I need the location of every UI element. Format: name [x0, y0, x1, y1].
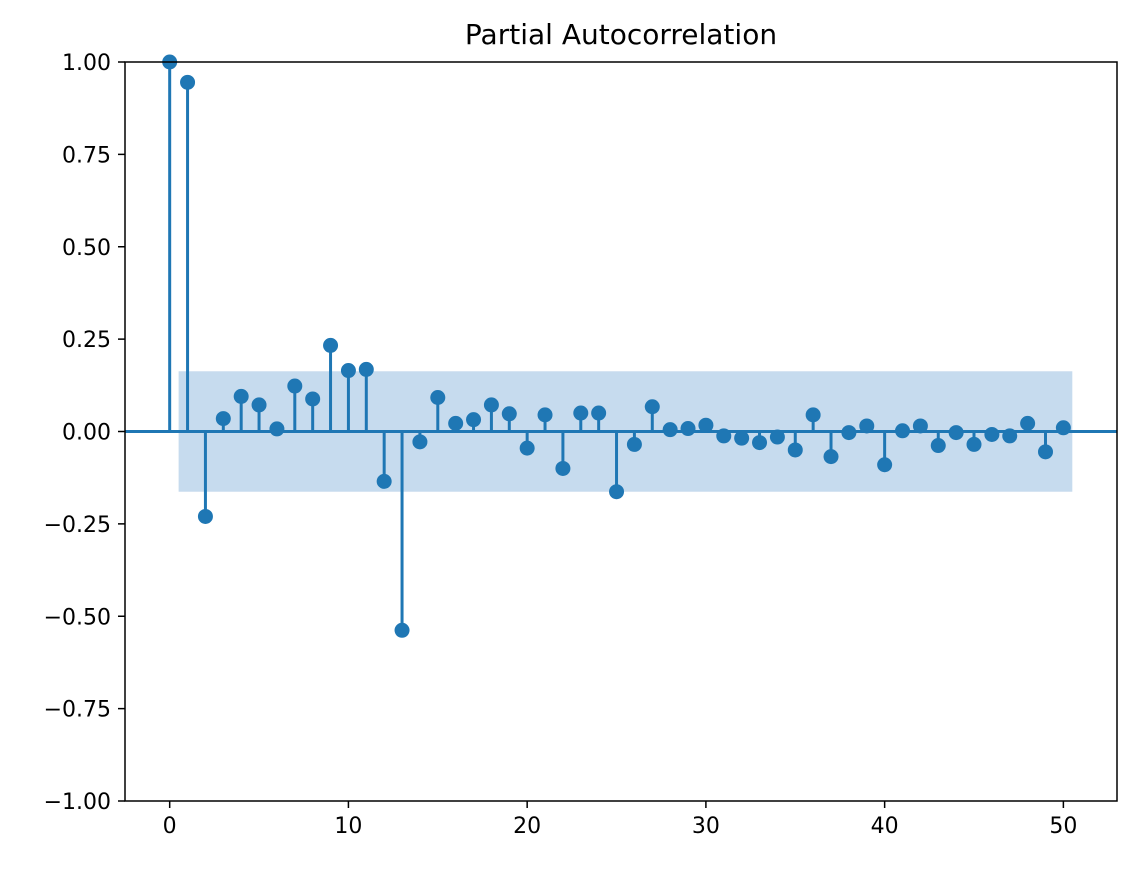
- stem-marker: [966, 436, 982, 452]
- stem-marker: [394, 622, 410, 638]
- stem-marker: [412, 434, 428, 450]
- stem-marker: [769, 429, 785, 445]
- stem-marker: [555, 460, 571, 476]
- y-tick-label: 0.50: [62, 236, 111, 261]
- stem-marker: [823, 449, 839, 465]
- stem-marker: [877, 457, 893, 473]
- y-tick-label: 0.25: [62, 328, 111, 353]
- x-tick-label: 30: [692, 814, 720, 839]
- x-axis: 0 10 20 30 40 50: [163, 801, 1077, 839]
- stem-marker: [859, 418, 875, 434]
- stem-marker: [448, 415, 464, 431]
- stem-marker: [912, 418, 928, 434]
- stem-marker: [466, 412, 482, 428]
- stem-marker: [984, 426, 1000, 442]
- stem-marker: [501, 406, 517, 422]
- stem-marker: [1020, 415, 1036, 431]
- stem-marker: [626, 436, 642, 452]
- stem-marker: [323, 337, 339, 353]
- stem-marker: [752, 435, 768, 451]
- y-tick-label: 0.75: [62, 143, 111, 168]
- stem-marker: [269, 421, 285, 437]
- stem-marker: [895, 423, 911, 439]
- stem-marker: [376, 473, 392, 489]
- stem-marker: [305, 391, 321, 407]
- x-tick-label: 40: [871, 814, 899, 839]
- stem-marker: [1038, 444, 1054, 460]
- y-axis: −1.00 −0.75 −0.50 −0.25 0.00 0.25 0.50 0.75 1.00: [44, 51, 125, 815]
- stem-marker: [662, 422, 678, 438]
- stem-marker: [340, 363, 356, 379]
- stem-marker: [716, 428, 732, 444]
- stem-marker: [483, 397, 499, 413]
- stem-marker: [180, 74, 196, 90]
- y-tick-label: −1.00: [44, 790, 111, 815]
- marker-layer: [162, 54, 1071, 638]
- y-tick-label: −0.50: [44, 605, 111, 630]
- stem-marker: [1055, 420, 1071, 436]
- y-tick-label: 0.00: [62, 421, 111, 446]
- stem-marker: [787, 442, 803, 458]
- stem-marker: [519, 440, 535, 456]
- stem-marker: [233, 388, 249, 404]
- stem-marker: [805, 407, 821, 423]
- x-tick-label: 20: [513, 814, 541, 839]
- stem-marker: [537, 407, 553, 423]
- x-tick-label: 10: [334, 814, 362, 839]
- y-tick-label: 1.00: [62, 51, 111, 76]
- stem-marker: [680, 421, 696, 437]
- stem-marker: [358, 361, 374, 377]
- stem-marker: [841, 425, 857, 441]
- stem-marker: [573, 405, 589, 421]
- stem-marker: [197, 508, 213, 524]
- stem-marker: [430, 390, 446, 406]
- stem-marker: [930, 438, 946, 454]
- stem-marker: [215, 411, 231, 427]
- x-tick-label: 0: [163, 814, 177, 839]
- y-tick-label: −0.75: [44, 698, 111, 723]
- stem-marker: [948, 425, 964, 441]
- y-tick-label: −0.25: [44, 513, 111, 538]
- stem-marker: [1002, 428, 1018, 444]
- stem-marker: [644, 399, 660, 415]
- stem-marker: [591, 405, 607, 421]
- chart-title: Partial Autocorrelation: [465, 18, 777, 51]
- x-tick-label: 50: [1049, 814, 1077, 839]
- stem-marker: [609, 484, 625, 500]
- stem-marker: [698, 417, 714, 433]
- stem-marker: [734, 430, 750, 446]
- stem-layer: [168, 62, 1065, 631]
- stem-marker: [251, 397, 267, 413]
- stem-marker: [287, 378, 303, 394]
